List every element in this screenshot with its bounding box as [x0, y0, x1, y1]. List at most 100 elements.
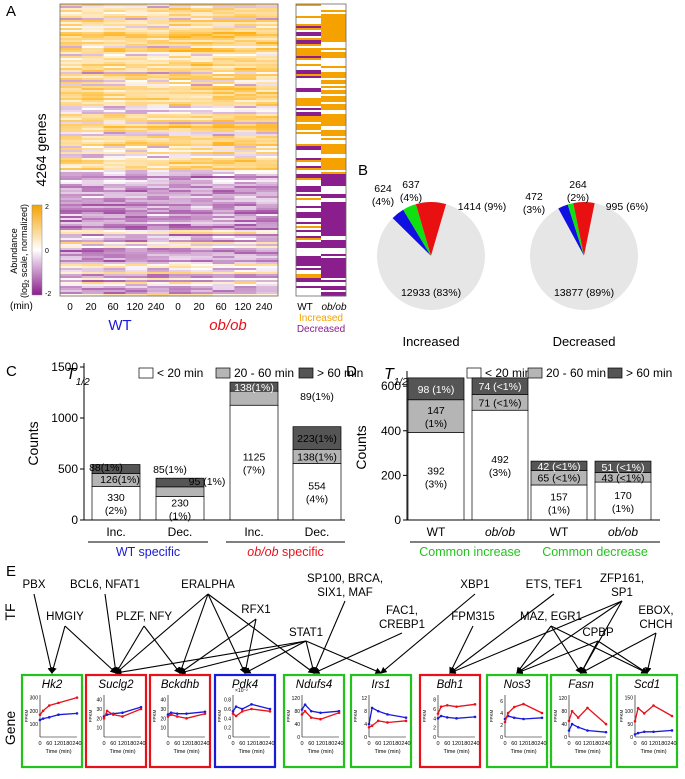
- heatmap-cell: [147, 98, 170, 101]
- heatmap-cell: [234, 156, 257, 159]
- heatmap-cell: [103, 154, 126, 157]
- y-tick-label: 500: [58, 462, 78, 476]
- heatmap-cell: [60, 24, 83, 27]
- heatmap-cell: [103, 146, 126, 149]
- heatmap-cell: [103, 138, 126, 141]
- heatmap-cell: [256, 282, 279, 285]
- heatmap-cell: [256, 196, 279, 199]
- y-tick-label: 200: [381, 468, 401, 482]
- heatmap-cell: [81, 144, 104, 147]
- heatmap-cell: [81, 178, 104, 181]
- heatmap-cell: [103, 262, 126, 265]
- heatmap-cell: [190, 156, 213, 159]
- heatmap-cell: [60, 96, 83, 99]
- side-cell-obob: [321, 176, 346, 179]
- heatmap-cell: [212, 278, 235, 281]
- heatmap-cell: [147, 48, 170, 51]
- gene-point-wt: [586, 729, 589, 732]
- heatmap-cell: [147, 132, 170, 135]
- heatmap-cell: [103, 80, 126, 83]
- heatmap-cell: [190, 58, 213, 61]
- heatmap-cell: [125, 148, 148, 151]
- heatmap-cell: [190, 216, 213, 219]
- y-tick-label: 1000: [51, 411, 78, 425]
- side-cell-wt: [296, 16, 321, 19]
- side-cell-wt: [296, 254, 321, 257]
- heatmap-cell: [212, 224, 235, 227]
- heatmap-cell: [81, 282, 104, 285]
- heatmap-cell: [256, 194, 279, 197]
- heatmap-cell: [60, 240, 83, 243]
- heatmap-cell: [234, 258, 257, 261]
- side-cell-wt: [296, 4, 321, 7]
- heatmap-cell: [103, 292, 126, 295]
- heatmap-cell: [60, 86, 83, 89]
- heatmap-cell: [256, 64, 279, 67]
- side-cell-obob: [321, 86, 346, 89]
- heatmap-cell: [190, 230, 213, 233]
- gene-point-obob: [231, 712, 235, 715]
- heatmap-cell: [103, 280, 126, 283]
- gene-point-wt: [268, 707, 272, 711]
- heatmap-cell: [81, 74, 104, 77]
- heatmap-cell: [125, 224, 148, 227]
- bar-segment: [155, 477, 205, 488]
- bar-value-label-line: (1%): [612, 503, 634, 515]
- heatmap-cell: [234, 104, 257, 107]
- heatmap-cell: [212, 230, 235, 233]
- heatmap-cell: [190, 264, 213, 267]
- side-cell-obob: [321, 164, 346, 167]
- heatmap-cell: [60, 146, 83, 149]
- side-cell-wt: [296, 6, 321, 9]
- heatmap-cell: [147, 126, 170, 129]
- heatmap-cell: [256, 274, 279, 277]
- heatmap-cell: [81, 268, 104, 271]
- tf-edge: [515, 640, 599, 675]
- side-cell-obob: [321, 274, 346, 277]
- heatmap-cell: [103, 288, 126, 291]
- heatmap-cell: [212, 130, 235, 133]
- heatmap-cell: [147, 112, 170, 115]
- heatmap-cell: [103, 294, 126, 297]
- heatmap-cell: [147, 46, 170, 49]
- bar-value-label: 98 (1%): [418, 384, 455, 396]
- tf-edge: [597, 640, 648, 674]
- heatmap-cell: [125, 32, 148, 35]
- side-cell-obob: [321, 34, 346, 37]
- heatmap-cell: [147, 134, 170, 137]
- heatmap-cell: [212, 102, 235, 105]
- heatmap-cell: [169, 186, 192, 189]
- gene-point-wt: [512, 716, 516, 720]
- gene-y-tick-label: 0: [433, 735, 436, 741]
- side-cell-wt: [296, 160, 321, 163]
- heatmap-cell: [125, 56, 148, 59]
- gene-name: Nos3: [504, 679, 531, 691]
- heatmap-cell: [169, 254, 192, 257]
- heatmap-cell: [81, 288, 104, 291]
- heatmap-cell: [103, 16, 126, 19]
- side-cell-wt: [296, 188, 321, 191]
- heatmap-cell: [103, 20, 126, 23]
- heatmap-cell: [81, 28, 104, 31]
- heatmap-cell: [81, 86, 104, 89]
- heatmap-cell: [212, 204, 235, 207]
- gene-name: Bdh1: [437, 679, 464, 691]
- heatmap-cell: [60, 12, 83, 15]
- heatmap-cell: [125, 60, 148, 63]
- heatmap-cell: [125, 208, 148, 211]
- heatmap-cell: [60, 160, 83, 163]
- gene-y-tick-label: 200: [30, 709, 39, 715]
- side-cell-obob: [321, 204, 346, 207]
- heatmap-cell: [103, 200, 126, 203]
- heatmap-cell: [234, 198, 257, 201]
- heatmap-cell: [169, 108, 192, 111]
- heatmap-cell: [256, 74, 279, 77]
- gene-x-tick-label: 180: [461, 741, 470, 747]
- side-cell-wt: [296, 142, 321, 145]
- gene-x-tick-label: 180: [592, 741, 601, 747]
- heatmap-cell: [125, 80, 148, 83]
- heatmap-cell: [234, 18, 257, 21]
- side-cell-obob: [321, 90, 346, 93]
